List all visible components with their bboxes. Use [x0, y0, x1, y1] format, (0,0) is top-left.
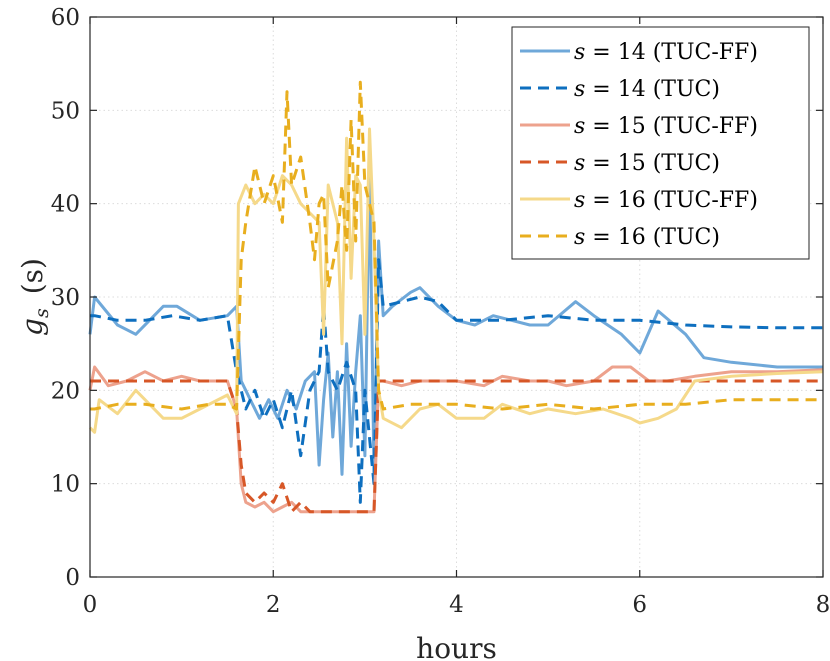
legend-tag: (TUC) — [653, 77, 720, 102]
tick-labels: 0 2 4 6 8 0 10 20 30 40 50 60 — [51, 5, 830, 618]
y-axis-label-symbol: g — [16, 318, 49, 336]
legend-variable: s — [574, 114, 585, 139]
legend-label-3: s = 15 (TUC-FF) — [574, 114, 758, 139]
legend-tag: (TUC) — [653, 151, 720, 176]
series-layer — [88, 80, 824, 514]
legend-equation: = 15 — [585, 151, 652, 176]
legend-label-6: s = 16 (TUC) — [574, 225, 720, 250]
legend-tag: (TUC-FF) — [653, 188, 758, 213]
legend-label-5: s = 16 (TUC-FF) — [574, 188, 758, 213]
legend-label-4: s = 15 (TUC) — [574, 151, 720, 176]
legend-tag: (TUC-FF) — [653, 40, 758, 65]
legend-variable: s — [574, 188, 585, 213]
x-tick-label: 2 — [266, 592, 281, 618]
legend-equation: = 15 — [585, 114, 652, 139]
legend-equation: = 14 — [585, 40, 652, 65]
x-axis-label: hours — [416, 632, 497, 661]
y-axis-label-unit: (s) — [16, 258, 49, 294]
y-tick-label: 0 — [65, 565, 80, 591]
legend-tag: (TUC-FF) — [653, 114, 758, 139]
legend-tag: (TUC) — [653, 225, 720, 250]
legend-label-2: s = 14 (TUC) — [574, 77, 720, 102]
legend-variable: s — [574, 225, 585, 250]
legend: s = 14 (TUC-FF)s = 14 (TUC)s = 15 (TUC-F… — [511, 26, 810, 260]
legend-equation: = 16 — [585, 188, 652, 213]
x-tick-label: 8 — [816, 592, 830, 618]
y-axis-label-subscript: s — [31, 308, 53, 318]
legend-variable: s — [574, 40, 585, 65]
legend-box — [511, 26, 810, 260]
legend-equation: = 14 — [585, 77, 652, 102]
y-tick-label: 40 — [51, 192, 80, 218]
series-line-6 — [90, 80, 823, 411]
x-tick-label: 6 — [632, 592, 647, 618]
series-line-2 — [90, 258, 823, 504]
y-tick-label: 60 — [51, 5, 80, 31]
legend-variable: s — [574, 77, 585, 102]
legend-equation: = 16 — [585, 225, 652, 250]
series-line-4 — [90, 379, 823, 514]
grid — [90, 17, 823, 577]
legend-variable: s — [574, 151, 585, 176]
x-tick-label: 0 — [83, 592, 98, 618]
y-tick-label: 10 — [51, 472, 80, 498]
y-tick-label: 20 — [51, 378, 80, 404]
y-tick-label: 30 — [51, 285, 80, 311]
y-tick-label: 50 — [51, 98, 80, 124]
legend-label-1: s = 14 (TUC-FF) — [574, 40, 758, 65]
x-tick-label: 4 — [449, 592, 464, 618]
series-line-5 — [88, 127, 824, 434]
y-axis-label: gs (s) — [16, 258, 53, 336]
axis-ticks — [89, 16, 824, 578]
